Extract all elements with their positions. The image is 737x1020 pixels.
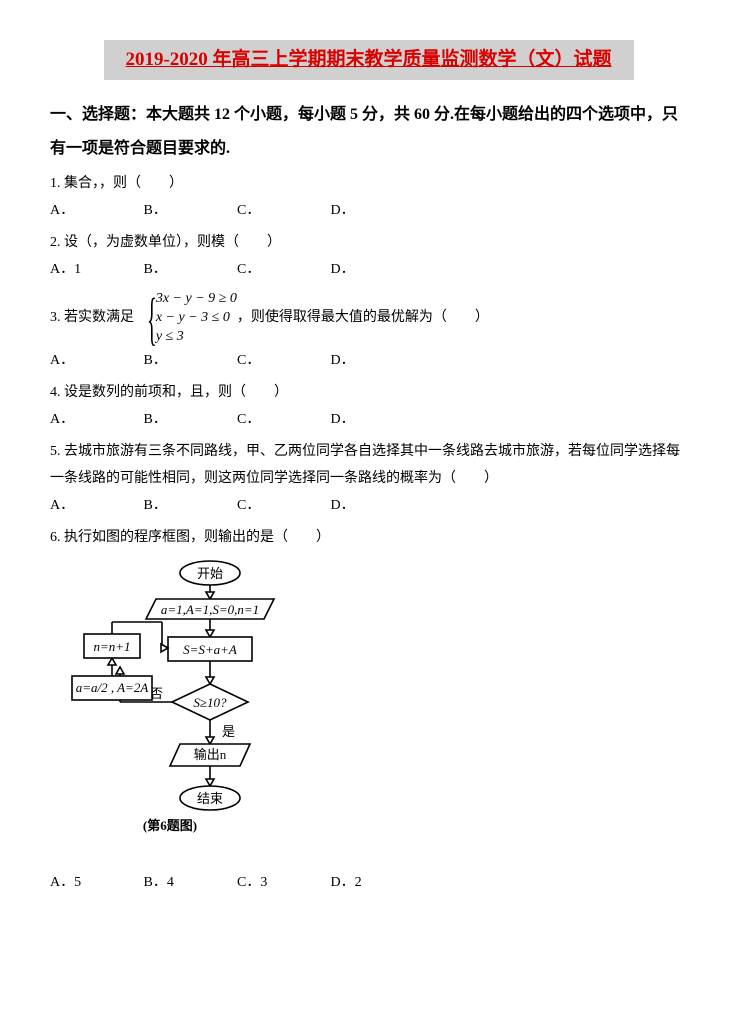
section-heading: 一、选择题：本大题共 12 个小题，每小题 5 分，共 60 分.在每小题给出的…: [50, 98, 687, 165]
q3-system: 3x − y − 9 ≥ 0 x − y − 3 ≤ 0 y ≤ 3: [156, 290, 237, 347]
q2-opt-b: B．: [144, 257, 234, 284]
q1-opt-a: A．: [50, 198, 140, 225]
q5-opt-a: A．: [50, 493, 140, 520]
q3-line1: 3x − y − 9 ≥ 0: [156, 290, 237, 309]
question-4: 4. 设是数列的前项和，且，则（ ） A． B． C． D．: [50, 380, 687, 433]
q5-stem: 5. 去城市旅游有三条不同路线，甲、乙两位同学各自选择其中一条线路去城市旅游，若…: [50, 439, 687, 492]
q4-opt-b: B．: [144, 407, 234, 434]
q2-opt-d: D．: [331, 257, 421, 284]
q3-line2: x − y − 3 ≤ 0: [156, 309, 237, 328]
flow-init: a=1,A=1,S=0,n=1: [161, 602, 259, 617]
q1-opt-d: D．: [331, 198, 421, 225]
q3-opt-b: B．: [144, 348, 234, 375]
q6-options: A．5 B．4 C．3 D．2: [50, 870, 687, 897]
flow-cond: S≥10?: [193, 695, 227, 710]
flowchart-svg: 开始 a=1,A=1,S=0,n=1 S=S+a+A S≥10? 是 否 a=a…: [50, 558, 290, 868]
q3-post: ，则使得取得最大值的最优解为（ ）: [237, 305, 489, 332]
flow-start: 开始: [197, 566, 223, 581]
flow-step: S=S+a+A: [183, 642, 237, 657]
question-6: 6. 执行如图的程序框图，则输出的是（ ）: [50, 525, 687, 552]
q1-options: A． B． C． D．: [50, 198, 687, 225]
q1-stem: 1. 集合，，则（ ）: [50, 171, 687, 198]
q5-opt-d: D．: [331, 493, 421, 520]
page-title: 2019-2020 年高三上学期期末教学质量监测数学（文）试题: [104, 40, 634, 80]
flow-end: 结束: [197, 791, 223, 806]
flow-inc: n=n+1: [93, 639, 130, 654]
q4-options: A． B． C． D．: [50, 407, 687, 434]
q6-opt-c: C．3: [237, 870, 327, 897]
q5-opt-c: C．: [237, 493, 327, 520]
q6-opt-d: D．2: [331, 870, 421, 897]
question-3: 3. 若实数满足 { 3x − y − 9 ≥ 0 x − y − 3 ≤ 0 …: [50, 290, 687, 375]
q4-opt-d: D．: [331, 407, 421, 434]
q5-options: A． B． C． D．: [50, 493, 687, 520]
q6-opt-a: A．5: [50, 870, 140, 897]
q4-opt-c: C．: [237, 407, 327, 434]
flow-out: 输出n: [194, 747, 227, 762]
flow-upd: a=a/2 , A=2A: [76, 680, 149, 695]
q5-opt-b: B．: [144, 493, 234, 520]
question-2: 2. 设（，为虚数单位），则模（ ） A．1 B． C． D．: [50, 230, 687, 283]
flow-caption: (第6题图): [143, 818, 197, 833]
q2-stem: 2. 设（，为虚数单位），则模（ ）: [50, 230, 687, 257]
q2-opt-c: C．: [237, 257, 327, 284]
q3-opt-d: D．: [331, 348, 421, 375]
question-5: 5. 去城市旅游有三条不同路线，甲、乙两位同学各自选择其中一条线路去城市旅游，若…: [50, 439, 687, 519]
q3-opt-a: A．: [50, 348, 140, 375]
q4-opt-a: A．: [50, 407, 140, 434]
q1-opt-b: B．: [144, 198, 234, 225]
left-brace-icon: {: [147, 290, 157, 348]
flowchart: 开始 a=1,A=1,S=0,n=1 S=S+a+A S≥10? 是 否 a=a…: [50, 558, 687, 868]
q2-options: A．1 B． C． D．: [50, 257, 687, 284]
q3-opt-c: C．: [237, 348, 327, 375]
q4-stem: 4. 设是数列的前项和，且，则（ ）: [50, 380, 687, 407]
q2-opt-a: A．1: [50, 257, 140, 284]
question-1: 1. 集合，，则（ ） A． B． C． D．: [50, 171, 687, 224]
q6-stem: 6. 执行如图的程序框图，则输出的是（ ）: [50, 525, 687, 552]
q3-line3: y ≤ 3: [156, 328, 237, 347]
q1-opt-c: C．: [237, 198, 327, 225]
q3-options: A． B． C． D．: [50, 348, 687, 375]
q3-pre: 3. 若实数满足: [50, 305, 134, 332]
flow-yes: 是: [222, 724, 235, 739]
q6-opt-b: B．4: [144, 870, 234, 897]
